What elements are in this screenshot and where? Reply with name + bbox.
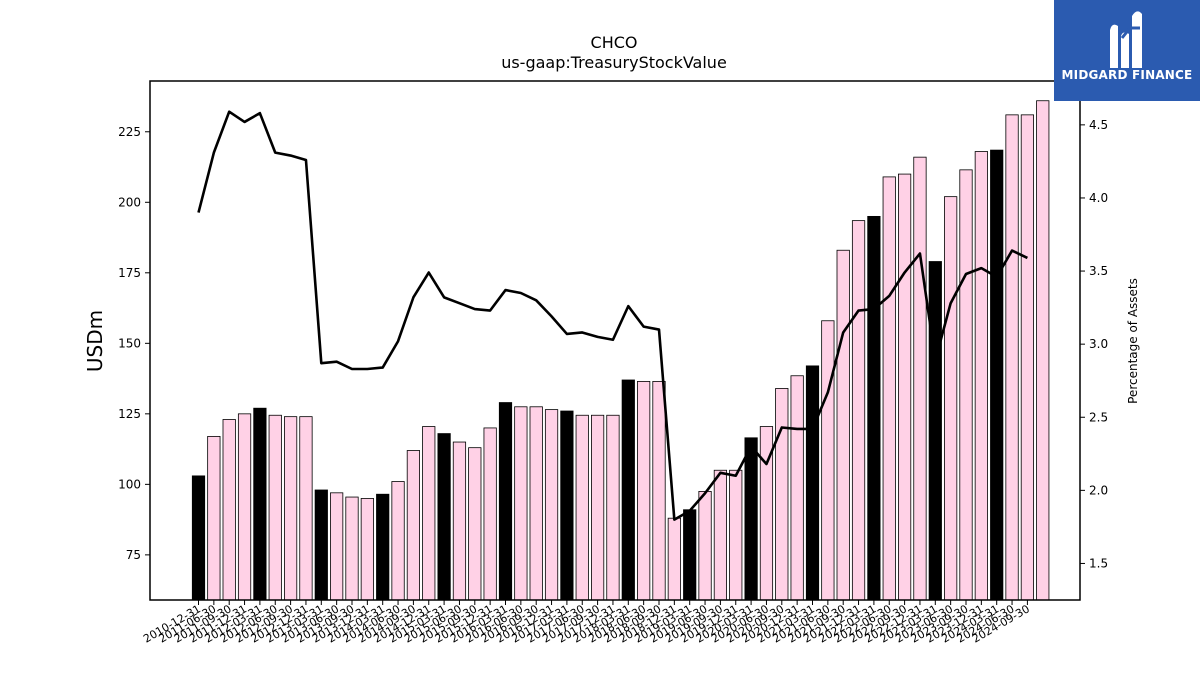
y-tick-label: 75 (126, 548, 141, 562)
bar (299, 416, 313, 601)
y-tick-label: 150 (118, 336, 141, 350)
bar (437, 433, 451, 601)
y-tick-label: 100 (118, 477, 141, 491)
bar (544, 409, 559, 601)
y2-tick-label: 1.5 (1089, 556, 1108, 570)
bar (667, 517, 681, 601)
y2-tick-label: 2.0 (1089, 483, 1108, 497)
bar (1036, 100, 1050, 601)
bar (698, 490, 712, 601)
bar (836, 249, 850, 601)
y2-tick-label: 3.5 (1089, 264, 1108, 278)
y-tick-label: 125 (118, 407, 141, 421)
bar (237, 413, 252, 601)
y-tick-label: 225 (118, 125, 141, 139)
bar (790, 375, 804, 601)
bar (529, 406, 543, 601)
line-series (197, 110, 1028, 521)
y2-tick-label: 3.0 (1089, 337, 1108, 351)
right-axis: 1.5 2.0 2.5 3.0 3.5 4.0 4.5 (1080, 118, 1108, 570)
bar (391, 481, 405, 601)
bar (959, 169, 973, 601)
bar (974, 151, 988, 601)
bar (652, 380, 666, 601)
bar (330, 492, 344, 601)
y-tick-label: 175 (118, 266, 141, 280)
bar (821, 320, 835, 601)
plot-frame (149, 80, 1081, 601)
brand-logo: MIDGARD FINANCE (1054, 0, 1200, 101)
bar (560, 410, 574, 601)
bar (406, 450, 421, 601)
chart-title: CHCO (591, 33, 638, 52)
bar (452, 441, 467, 601)
y2-tick-label: 4.0 (1089, 191, 1108, 205)
bar (990, 149, 1004, 601)
left-axis: 75 100 125 150 175 200 225 (118, 125, 150, 562)
bar (913, 156, 927, 601)
y2-tick-label: 4.5 (1089, 118, 1108, 132)
bar (191, 475, 206, 601)
bar (805, 365, 820, 601)
bar (851, 220, 866, 601)
bar (882, 176, 896, 601)
logo-text: MIDGARD FINANCE (1061, 68, 1193, 82)
bar (360, 498, 374, 601)
bar (898, 173, 912, 601)
bar (314, 489, 328, 601)
bar (514, 406, 528, 601)
y2-tick-label: 2.5 (1089, 410, 1108, 424)
x-axis: 2010-12-312011-06-302011-09-302011-12-31… (141, 600, 1032, 646)
bar (867, 215, 881, 601)
bar (283, 416, 298, 601)
bar (928, 261, 942, 601)
bar (222, 419, 236, 601)
bar (498, 402, 513, 601)
bar (1005, 114, 1019, 601)
y-axis-label-right: Percentage of Assets (1126, 278, 1140, 404)
bar (1020, 114, 1035, 601)
bar (268, 414, 282, 601)
bar (253, 407, 267, 601)
bar (422, 426, 436, 601)
bar (345, 496, 359, 601)
bar (575, 414, 589, 601)
logo-mark-icon (1110, 11, 1142, 69)
bar (713, 469, 728, 601)
bar (775, 388, 789, 601)
bar (591, 414, 605, 601)
chart-subtitle: us-gaap:TreasuryStockValue (501, 53, 727, 72)
bar (207, 435, 221, 601)
y-tick-label: 200 (118, 195, 141, 209)
bar (621, 379, 635, 601)
bar (744, 437, 758, 601)
bar (944, 196, 958, 601)
y-axis-label-left: USDm (83, 310, 107, 372)
bar (729, 469, 743, 601)
bar (637, 380, 651, 601)
bar (606, 414, 620, 601)
bar (376, 493, 390, 601)
bar (683, 509, 697, 601)
percentage-line (197, 110, 1028, 521)
bar (483, 427, 497, 601)
bar (468, 447, 482, 601)
